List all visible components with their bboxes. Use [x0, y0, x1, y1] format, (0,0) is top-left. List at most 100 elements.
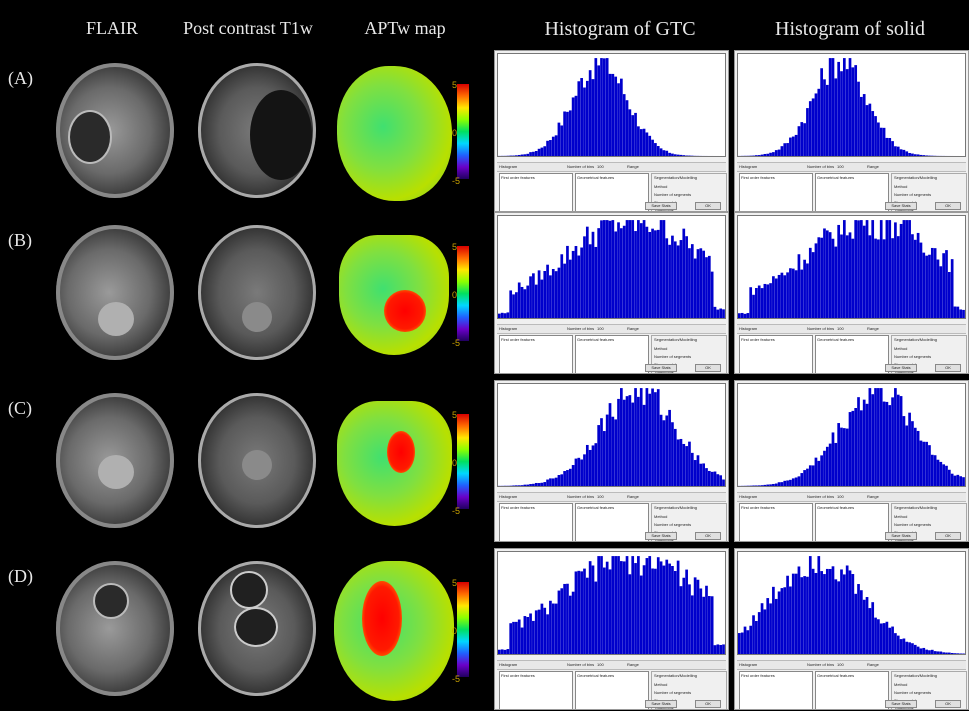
histogram-bar — [959, 653, 963, 654]
histogram-bar — [848, 58, 852, 156]
histogram-bar — [919, 648, 923, 654]
segmentation-label: Segmentation/Modelling — [654, 505, 697, 510]
histogram-bar — [509, 623, 513, 654]
histogram-bar — [959, 309, 963, 318]
histogram-bar — [953, 653, 957, 654]
histogram-bar — [719, 644, 723, 654]
save-stats-button[interactable]: Save Stats — [645, 700, 677, 708]
histogram-bar — [537, 270, 541, 318]
histogram-bar — [500, 649, 504, 654]
histogram-bar — [851, 410, 855, 486]
histogram-bar — [772, 586, 775, 654]
method-label: Method — [654, 184, 668, 189]
histogram-bar — [551, 603, 555, 654]
histogram-bar — [842, 428, 846, 486]
histogram-bar — [749, 287, 753, 318]
histogram-bar — [837, 61, 841, 156]
ok-button[interactable]: OK — [695, 532, 721, 540]
ok-button[interactable]: OK — [695, 364, 721, 372]
bins-value: 100 — [597, 326, 604, 331]
histogram-bar — [891, 397, 894, 486]
histogram-controls: Histogram Number of bins 100 Range — [497, 660, 726, 670]
save-stats-button[interactable]: Save Stats — [885, 202, 917, 210]
geometrical-features-table: Geometrical features — [575, 173, 649, 211]
ok-button[interactable]: OK — [935, 364, 961, 372]
ok-button[interactable]: OK — [935, 532, 961, 540]
histogram-bar — [806, 108, 809, 156]
ok-button[interactable]: OK — [935, 202, 961, 210]
histogram-bar — [908, 152, 911, 156]
histogram-bar — [614, 556, 618, 654]
histogram-bar — [933, 651, 937, 654]
histogram-bar — [851, 574, 855, 654]
ok-button[interactable]: OK — [695, 700, 721, 708]
save-stats-button[interactable]: Save Stats — [645, 364, 677, 372]
t1w-image — [180, 385, 335, 535]
histogram-bar — [634, 563, 637, 654]
histogram-bar — [594, 246, 598, 318]
histogram-bar — [602, 567, 606, 654]
histogram-bar — [842, 574, 846, 654]
save-stats-button[interactable]: Save Stats — [885, 700, 917, 708]
save-stats-button[interactable]: Save Stats — [645, 532, 677, 540]
ok-button[interactable]: OK — [935, 700, 961, 708]
histogram-bar — [757, 612, 761, 654]
bins-label: Number of bins — [807, 326, 835, 331]
histogram-bar — [933, 248, 937, 318]
segmentation-label: Segmentation/Modelling — [894, 175, 937, 180]
histogram-bar — [780, 482, 784, 486]
histogram-bar — [543, 482, 547, 486]
histogram-bar — [608, 220, 612, 318]
histogram-bar — [668, 244, 671, 318]
first-order-features-table: First order features — [499, 335, 573, 373]
histogram-bar — [594, 443, 598, 486]
histogram-bar — [874, 617, 877, 654]
histogram-bar — [908, 412, 911, 486]
histogram-bar — [780, 146, 784, 156]
histogram-bar — [738, 633, 741, 654]
histogram-bar — [882, 401, 886, 486]
histogram-bar — [534, 151, 538, 156]
row-label: (D) — [8, 566, 33, 586]
histogram-bar — [668, 152, 671, 156]
save-stats-button[interactable]: Save Stats — [645, 202, 677, 210]
histogram-bar — [930, 649, 934, 654]
first-order-label: First order features — [501, 175, 535, 180]
histogram-bar — [546, 614, 549, 654]
histogram-bar — [871, 111, 875, 156]
histogram-bar — [563, 583, 566, 654]
histogram-bar — [580, 78, 583, 156]
histogram-bar — [871, 394, 875, 486]
histogram-bar — [571, 97, 575, 156]
bins-value: 100 — [597, 164, 604, 169]
ok-button[interactable]: OK — [695, 202, 721, 210]
histogram-bar — [722, 309, 725, 318]
histogram-bar — [760, 288, 764, 318]
aptw-hotspot — [384, 290, 426, 332]
histogram-bar — [834, 579, 838, 654]
histogram-bar — [950, 652, 954, 654]
histogram-bar — [688, 441, 691, 486]
histogram-bar — [699, 248, 703, 318]
histogram-bar — [930, 454, 934, 486]
histogram-bar — [515, 621, 518, 654]
save-stats-button[interactable]: Save Stats — [885, 364, 917, 372]
histogram-bar — [825, 84, 829, 156]
first-order-label: First order features — [741, 175, 775, 180]
histogram-bar — [673, 428, 677, 486]
histogram-bar — [911, 643, 914, 654]
histogram-bar — [560, 125, 564, 156]
histogram-bar — [780, 588, 784, 654]
histogram-bar — [840, 569, 843, 654]
colorbar-zero: 0 — [452, 290, 458, 300]
histogram-bar — [845, 428, 849, 486]
histogram-bar — [766, 484, 770, 486]
histogram-bar — [719, 475, 723, 486]
histogram-bar — [517, 154, 521, 156]
histogram-bar — [554, 271, 558, 318]
histogram-bar — [554, 477, 558, 486]
histogram-bar — [517, 485, 521, 486]
histogram-bar — [797, 476, 801, 486]
save-stats-button[interactable]: Save Stats — [885, 532, 917, 540]
histogram-bar — [628, 109, 632, 156]
